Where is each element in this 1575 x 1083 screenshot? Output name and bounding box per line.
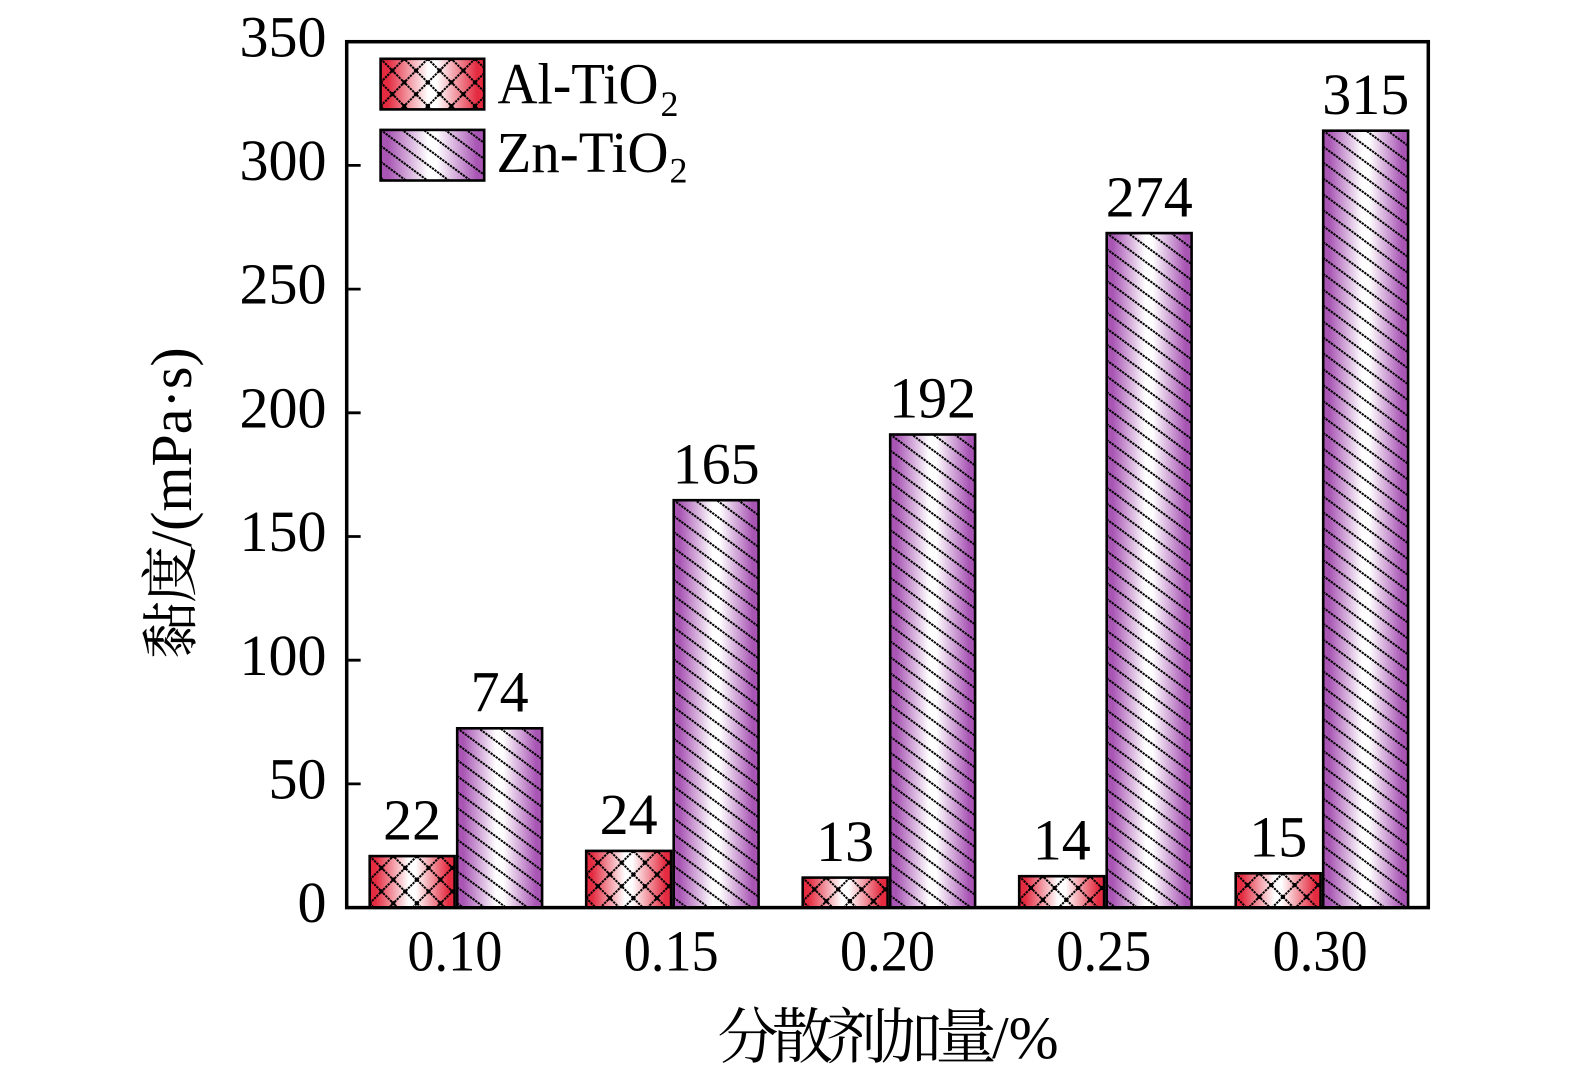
svg-text:74: 74 [471,660,529,725]
svg-text:15: 15 [1249,805,1307,870]
svg-text:0.10: 0.10 [407,919,502,984]
svg-text:200: 200 [240,375,327,440]
svg-text:0: 0 [298,870,327,935]
svg-text:315: 315 [1322,62,1409,127]
svg-text:274: 274 [1106,164,1193,229]
svg-text:250: 250 [240,252,327,317]
svg-text:14: 14 [1033,807,1091,872]
svg-text:350: 350 [240,4,327,69]
svg-text:192: 192 [889,366,976,431]
svg-text:2: 2 [670,150,688,190]
svg-text:50: 50 [269,747,327,812]
svg-text:Zn-TiO: Zn-TiO [497,120,669,185]
svg-text:100: 100 [240,623,327,688]
svg-text:0.15: 0.15 [624,919,719,984]
svg-text:Al-TiO: Al-TiO [498,51,659,116]
svg-text:0.25: 0.25 [1056,919,1151,984]
svg-text:2: 2 [661,84,679,124]
svg-text:22: 22 [383,787,441,852]
svg-text:165: 165 [673,431,760,496]
svg-text:0.20: 0.20 [840,919,935,984]
svg-text:150: 150 [240,499,327,564]
svg-text:13: 13 [816,809,874,874]
svg-text:/(mPa·s): /(mPa·s) [139,347,204,547]
svg-text:300: 300 [240,128,327,193]
svg-text:0.30: 0.30 [1273,919,1368,984]
svg-text:24: 24 [600,782,658,847]
svg-text:/%: /% [992,1005,1059,1071]
